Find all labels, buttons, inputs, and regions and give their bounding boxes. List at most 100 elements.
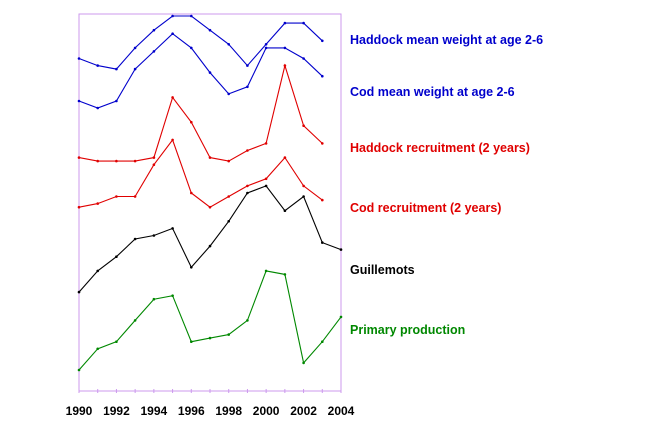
- legend-label-0: Haddock mean weight at age 2-6: [350, 33, 543, 47]
- series-3-point-0: [77, 205, 81, 209]
- series-0-point-0: [77, 57, 81, 60]
- x-tick-label-1: 1992: [103, 404, 130, 418]
- series-2-point-8: [227, 159, 230, 163]
- series-0-point-5: [171, 14, 174, 18]
- series-1-point-6: [190, 46, 193, 50]
- series-2-point-9: [246, 149, 249, 152]
- series-4-point-8: [227, 220, 230, 223]
- legend-label-1: Cod mean weight at age 2-6: [350, 85, 515, 99]
- series-3-point-6: [190, 191, 193, 195]
- series-1-point-1: [96, 106, 99, 110]
- series-0-point-13: [321, 39, 324, 43]
- series-2-point-2: [115, 159, 118, 163]
- series-0-point-1: [96, 64, 99, 67]
- series-5-point-7: [208, 336, 212, 340]
- x-tick-label-5: 2000: [253, 404, 280, 418]
- series-layer: [77, 14, 343, 372]
- series-1-point-7: [208, 71, 212, 74]
- legend-label-3: Cod recruitment (2 years): [350, 201, 501, 215]
- series-1-point-12: [302, 57, 305, 60]
- series-0-point-12: [302, 21, 305, 25]
- series-4-point-6: [190, 266, 193, 269]
- series-0-point-10: [264, 43, 268, 46]
- series-5-point-13: [321, 340, 324, 344]
- series-2-point-0: [77, 156, 81, 159]
- x-tick-label-4: 1998: [215, 404, 242, 418]
- series-1-point-2: [115, 99, 118, 103]
- series-2-point-11: [283, 64, 287, 67]
- legend-label-4: Guillemots: [350, 263, 415, 277]
- legend-label-2: Haddock recruitment (2 years): [350, 141, 530, 155]
- series-1-point-8: [227, 92, 230, 96]
- series-5-point-11: [283, 273, 287, 276]
- series-5-point-14: [339, 315, 343, 319]
- series-3-point-1: [96, 202, 99, 205]
- series-line-1: [78, 32, 323, 109]
- series-4-point-0: [77, 290, 81, 294]
- x-tick-label-7: 2004: [328, 404, 355, 418]
- series-1-point-0: [77, 99, 81, 103]
- series-4-point-4: [152, 234, 156, 237]
- series-4-point-14: [339, 248, 343, 251]
- series-3-point-8: [227, 195, 230, 198]
- series-3-point-11: [283, 156, 287, 159]
- series-2-point-7: [208, 156, 212, 159]
- series-5-point-9: [246, 319, 249, 322]
- series-2-point-4: [152, 156, 156, 159]
- series-2-point-6: [190, 120, 193, 124]
- series-4-point-1: [96, 269, 99, 273]
- series-1-point-3: [133, 67, 137, 71]
- plot-frame: [78, 13, 342, 392]
- series-5-point-10: [264, 269, 268, 273]
- series-line-4: [78, 185, 342, 293]
- series-2-point-1: [96, 159, 99, 163]
- series-4-point-5: [171, 227, 174, 230]
- series-4-point-13: [321, 241, 324, 244]
- series-5-point-8: [227, 333, 230, 336]
- series-2-point-13: [321, 142, 324, 145]
- legend-label-5: Primary production: [350, 323, 465, 337]
- series-5-point-4: [152, 297, 156, 301]
- series-0-point-3: [133, 46, 137, 50]
- series-4-point-7: [208, 244, 212, 248]
- series-2-point-12: [302, 124, 305, 127]
- series-3-point-2: [115, 195, 118, 198]
- series-line-2: [78, 63, 323, 162]
- series-4-point-9: [246, 191, 249, 195]
- series-5-point-3: [133, 319, 137, 322]
- series-2-point-5: [171, 96, 174, 99]
- series-3-point-7: [208, 205, 212, 209]
- x-tick-label-2: 1994: [141, 404, 168, 418]
- x-tick-label-0: 1990: [66, 404, 93, 418]
- series-5-point-1: [96, 347, 99, 351]
- series-1-point-4: [152, 50, 156, 53]
- series-0-point-6: [190, 14, 193, 18]
- series-3-point-4: [152, 163, 156, 166]
- series-4-point-3: [133, 237, 137, 241]
- series-3-point-3: [133, 195, 137, 198]
- series-5-point-2: [115, 340, 118, 344]
- x-tick-layer: 1990 1992 1994 1996 1998 2000 2002 2004: [66, 389, 355, 418]
- series-0-point-11: [283, 21, 287, 25]
- series-3-point-12: [302, 184, 305, 188]
- x-tick-label-3: 1996: [178, 404, 205, 418]
- series-4-point-11: [283, 209, 287, 212]
- series-5-point-5: [171, 294, 174, 298]
- series-1-point-13: [321, 74, 324, 78]
- series-0-point-4: [152, 28, 156, 32]
- series-4-point-10: [264, 184, 268, 188]
- series-5-point-12: [302, 361, 305, 365]
- series-3-point-13: [321, 198, 324, 202]
- series-1-point-9: [246, 85, 249, 89]
- series-0-point-8: [227, 43, 230, 46]
- legend-layer: Haddock mean weight at age 2-6 Cod mean w…: [350, 33, 543, 337]
- series-4-point-2: [115, 255, 118, 258]
- series-5-point-6: [190, 340, 193, 344]
- series-3-point-9: [246, 184, 249, 188]
- series-0-point-7: [208, 28, 212, 32]
- series-line-5: [78, 270, 342, 371]
- series-1-point-5: [171, 32, 174, 35]
- series-3-point-5: [171, 138, 174, 142]
